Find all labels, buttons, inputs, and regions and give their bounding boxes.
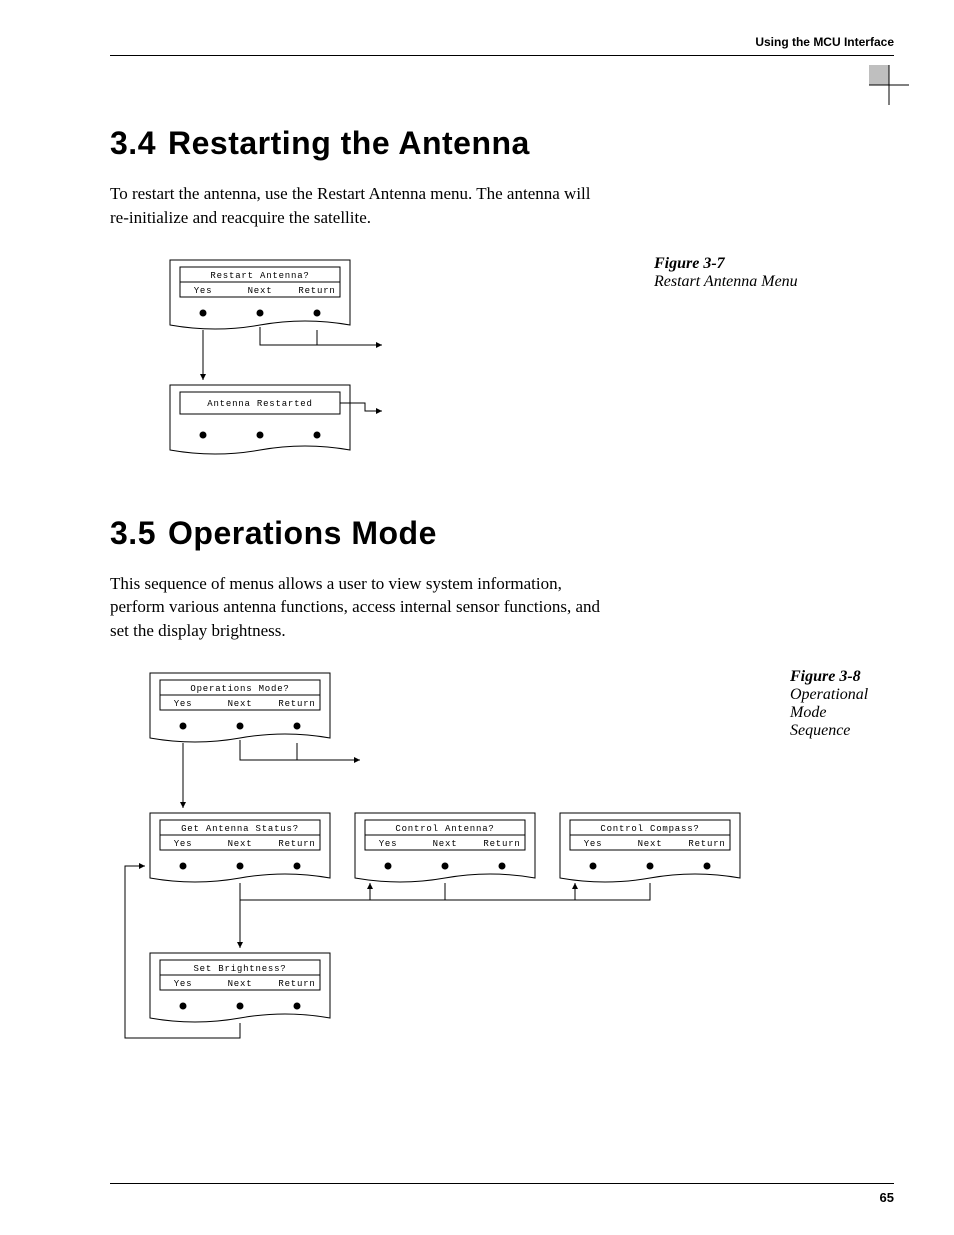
menu-button-icon [647,862,654,869]
menu-button-icon [385,862,392,869]
crop-mark-icon [869,65,909,105]
footer-rule [110,1183,894,1184]
page: Using the MCU Interface 3.4Restarting th… [0,0,954,1235]
header-rule [110,55,894,56]
menu-button-icon [314,309,321,316]
menu-box: Control Antenna? Yes Next Return [355,813,535,882]
section-heading: 3.4Restarting the Antenna [110,125,894,162]
section-number: 3.5 [110,515,168,552]
menu-button-icon [237,722,244,729]
menu-button-icon [704,862,711,869]
menu-button-icon [200,309,207,316]
figure-3-7: Restart Antenna? Yes Next Return Antenna [110,255,894,475]
menu-button-icon [180,862,187,869]
figure-diagram: Operations Mode? Yes Next Return [110,668,750,1053]
menu-option: Next [228,699,253,709]
menu-option: Yes [174,979,193,989]
menu-prompt: Antenna Restarted [207,399,312,409]
menu-button-icon [294,1002,301,1009]
section-heading: 3.5Operations Mode [110,515,894,552]
figure-title: Operational Mode Sequence [790,686,884,740]
figure-label: Figure 3-8 [790,668,884,686]
figure-label: Figure 3-7 [654,255,884,273]
menu-prompt: Operations Mode? [190,684,289,694]
menu-button-icon [237,1002,244,1009]
flow-arrow [260,327,382,345]
section-title: Operations Mode [168,515,437,551]
flow-arrow [445,883,575,900]
menu-box: Operations Mode? Yes Next Return [150,673,330,742]
menu-button-icon [442,862,449,869]
menu-option: Next [433,839,458,849]
menu-box: Set Brightness? Yes Next Return [150,953,330,1022]
menu-prompt: Control Compass? [600,824,699,834]
menu-option: Return [278,699,315,709]
menu-option: Return [483,839,520,849]
menu-prompt: Control Antenna? [395,824,494,834]
figure-title: Restart Antenna Menu [654,273,884,291]
menu-option: Return [278,839,315,849]
section-number: 3.4 [110,125,168,162]
menu-option: Next [228,839,253,849]
menu-box: Get Antenna Status? Yes Next Return [150,813,330,882]
menu-button-icon [200,431,207,438]
section-body: To restart the antenna, use the Restart … [110,182,610,230]
page-header: Using the MCU Interface [110,35,894,95]
figure-3-8: Operations Mode? Yes Next Return [110,668,894,1053]
menu-prompt: Get Antenna Status? [181,824,299,834]
menu-option: Yes [584,839,603,849]
figure-caption: Figure 3-8 Operational Mode Sequence [790,668,884,740]
menu-box: Restart Antenna? Yes Next Return [170,260,350,329]
menu-button-icon [294,722,301,729]
menu-button-icon [499,862,506,869]
figure-caption: Figure 3-7 Restart Antenna Menu [654,255,884,291]
menu-button-icon [237,862,244,869]
menu-button-icon [314,431,321,438]
menu-box: Control Compass? Yes Next Return [560,813,740,882]
menu-option: Yes [379,839,398,849]
page-number: 65 [110,1190,894,1205]
menu-option: Return [688,839,725,849]
section-body: This sequence of menus allows a user to … [110,572,610,643]
menu-option: Next [228,979,253,989]
menu-option: Return [278,979,315,989]
menu-option: Next [638,839,663,849]
menu-button-icon [294,862,301,869]
figure-diagram: Restart Antenna? Yes Next Return Antenna [160,255,420,475]
menu-button-icon [590,862,597,869]
page-footer: 65 [110,1183,894,1205]
flow-arrow [240,883,370,900]
running-title: Using the MCU Interface [755,35,894,49]
flow-arrow [240,740,360,760]
menu-button-icon [180,722,187,729]
menu-option: Yes [174,839,193,849]
menu-option: Return [298,286,335,296]
menu-button-icon [180,1002,187,1009]
section-title: Restarting the Antenna [168,125,530,161]
menu-prompt: Set Brightness? [193,964,286,974]
menu-button-icon [257,309,264,316]
menu-option: Next [248,286,273,296]
menu-box: Antenna Restarted [170,385,350,454]
menu-option: Yes [174,699,193,709]
menu-option: Yes [194,286,213,296]
menu-prompt: Restart Antenna? [210,271,309,281]
menu-button-icon [257,431,264,438]
